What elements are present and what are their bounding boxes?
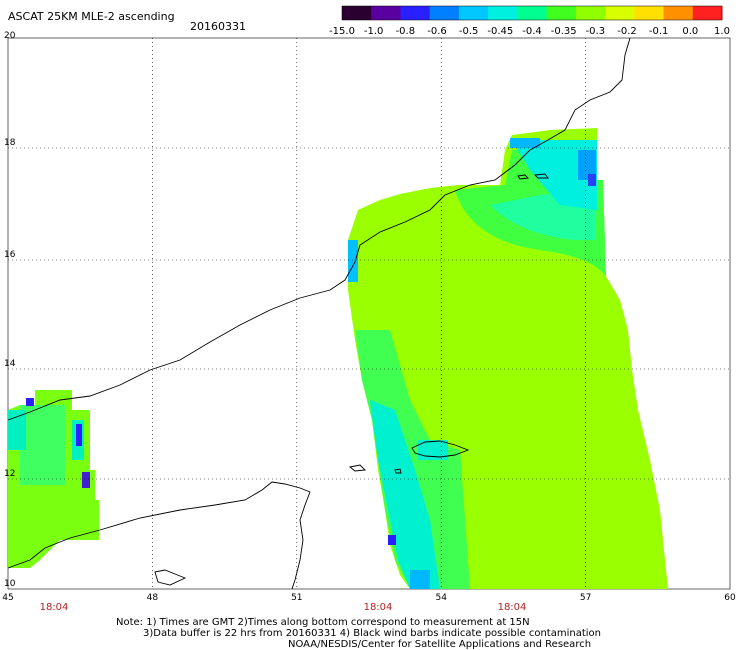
colorbar-label: -0.8 [396, 26, 416, 37]
colorbar-segment [429, 6, 460, 20]
pass-time-label: 18:04 [364, 602, 393, 613]
footer-note-line2: 3)Data buffer is 22 hrs from 20160331 4)… [143, 628, 601, 639]
colorbar-label: -0.3 [586, 26, 606, 37]
colorbar-segment [400, 6, 431, 20]
latitude-label: 16 [4, 250, 16, 260]
longitude-label: 51 [291, 593, 302, 603]
latitude-label: 10 [4, 579, 16, 589]
colorbar-segment [663, 6, 694, 20]
latitude-labels: 20 18 16 14 12 10 [4, 31, 16, 589]
colorbar-label: -0.6 [427, 26, 447, 37]
swath-east-blue-top [510, 138, 540, 148]
pass-time-label: 18:04 [498, 602, 527, 613]
footer-credit: NOAA/NESDIS/Center for Satellite Applica… [288, 639, 591, 650]
colorbar-labels: -15.0 -1.0 -0.8 -0.6 -0.5 -0.45 -0.4 -0.35 -0.3-… [329, 26, 730, 37]
swath-west-cyan-edge [8, 410, 26, 450]
colorbar-label: -0.1 [649, 26, 669, 37]
coastline-kuria-muria [517, 173, 549, 180]
swath-east-cyan-socotra [418, 440, 448, 460]
colorbar-segment [458, 6, 489, 20]
longitude-label: 54 [435, 593, 447, 603]
swath-east-dark-blue [588, 174, 596, 186]
colorbar-segment [488, 6, 518, 20]
footer-note-line1: Note: 1) Times are GMT 2)Times along bot… [116, 617, 530, 628]
longitude-label: 57 [580, 593, 591, 603]
coastline-somali-islets [154, 569, 187, 586]
figure-title: ASCAT 25KM MLE-2 ascending [8, 10, 175, 23]
swath-west-blue-cell [26, 398, 34, 406]
latitude-label: 14 [4, 359, 16, 369]
swath-east-blue-bottom [410, 570, 430, 589]
colorbar-segment [634, 6, 665, 20]
colorbar-segment [605, 6, 635, 20]
wind-swath-east [348, 128, 668, 589]
swath-east-blue-right [578, 150, 596, 180]
swath-east-cyan-south [370, 400, 440, 589]
colorbar-frame [341, 5, 723, 21]
coastline-socotra [411, 440, 470, 458]
colorbar-label: -0.35 [551, 26, 577, 37]
longitude-label: 48 [147, 593, 159, 603]
colorbar-segment [342, 6, 372, 20]
longitude-label: 60 [724, 593, 736, 603]
pass-time-label: 18:04 [40, 602, 69, 613]
wind-swath-west [8, 390, 99, 568]
latitude-label: 12 [4, 469, 15, 479]
colorbar-segment [546, 6, 577, 20]
swath-east-cyan-16n [348, 240, 358, 282]
colorbar-label: -15.0 [329, 26, 355, 37]
swath-west-green [20, 405, 65, 485]
swath-east-cyan-north [512, 140, 597, 210]
colorbar-label: -1.0 [364, 26, 384, 37]
pass-time-labels: 18:04 18:04 18:04 [40, 602, 527, 613]
colorbar-label: -0.4 [522, 26, 542, 37]
latitude-label: 20 [4, 31, 16, 41]
colorbar-label: -0.45 [487, 26, 513, 37]
swath-west-blue-strip [76, 424, 82, 446]
map-gridlines [8, 38, 730, 589]
swath-east-blue-cell-south [388, 535, 396, 545]
coastline-small-island-1 [348, 464, 366, 472]
swath-west-purple-cell [82, 472, 90, 488]
latitude-label: 18 [4, 138, 16, 148]
colorbar-segment [692, 6, 723, 20]
colorbar [341, 5, 723, 21]
colorbar-segment [517, 6, 548, 20]
colorbar-label: 1.0 [714, 26, 730, 37]
coastline-africa-horn [7, 481, 311, 590]
colorbar-label: 0.0 [682, 26, 698, 37]
colorbar-segment [371, 6, 401, 20]
coastline-arabia [7, 37, 631, 421]
map-panel [7, 37, 731, 590]
colorbar-segment [575, 6, 606, 20]
longitude-labels: 45 48 51 54 57 60 [2, 593, 736, 603]
figure-date: 20160331 [190, 20, 246, 33]
coastline-small-island-2 [394, 468, 402, 474]
colorbar-label: -0.2 [617, 26, 637, 37]
longitude-label: 45 [2, 593, 13, 603]
colorbar-label: -0.5 [459, 26, 479, 37]
coastline [7, 37, 631, 590]
swath-east-green-south [355, 330, 470, 589]
